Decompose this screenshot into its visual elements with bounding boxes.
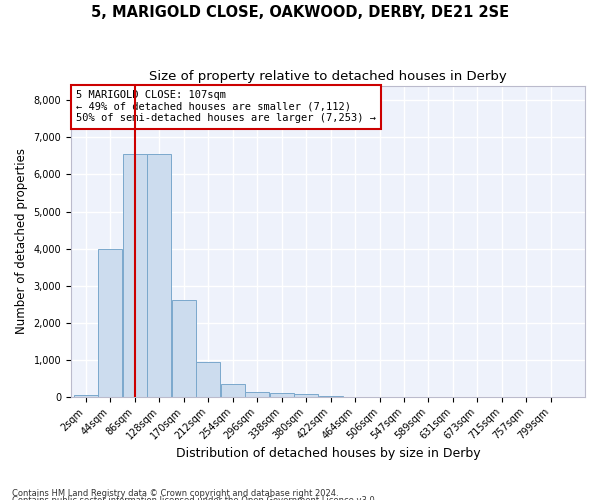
Bar [172,300,196,396]
Bar [74,394,98,396]
Text: 5, MARIGOLD CLOSE, OAKWOOD, DERBY, DE21 2SE: 5, MARIGOLD CLOSE, OAKWOOD, DERBY, DE21 … [91,5,509,20]
Bar [269,393,294,396]
Text: Contains HM Land Registry data © Crown copyright and database right 2024.: Contains HM Land Registry data © Crown c… [12,488,338,498]
Text: Contains public sector information licensed under the Open Government Licence v3: Contains public sector information licen… [12,496,377,500]
Bar [294,394,319,396]
Text: 5 MARIGOLD CLOSE: 107sqm
← 49% of detached houses are smaller (7,112)
50% of sem: 5 MARIGOLD CLOSE: 107sqm ← 49% of detach… [76,90,376,124]
X-axis label: Distribution of detached houses by size in Derby: Distribution of detached houses by size … [176,447,481,460]
Bar [98,250,122,396]
Bar [147,154,172,396]
Bar [122,154,147,396]
Bar [221,384,245,396]
Title: Size of property relative to detached houses in Derby: Size of property relative to detached ho… [149,70,507,83]
Bar [245,392,269,396]
Bar [196,362,220,396]
Y-axis label: Number of detached properties: Number of detached properties [15,148,28,334]
